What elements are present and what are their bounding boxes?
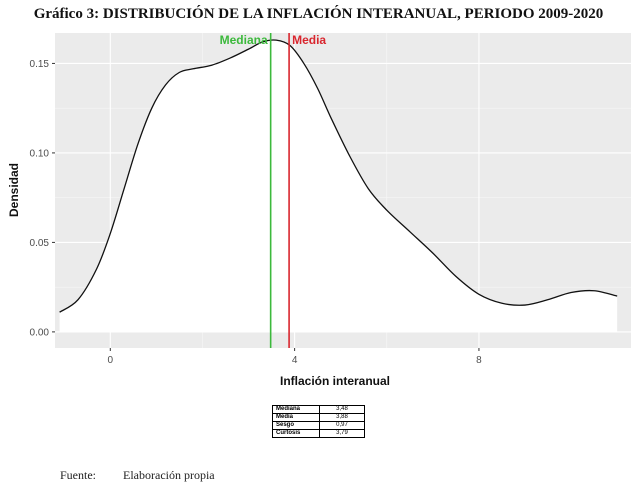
reference-lines: Mediana Media	[220, 33, 326, 348]
stats-row: Mediana 3,48	[272, 405, 365, 414]
stats-row: Curtosis 3,79	[272, 429, 365, 438]
stats-table: Mediana 3,48 Media 3,88 Sesgo 0,97 Curtosis 3,7…	[272, 405, 365, 438]
y-axis-ticks: 0.00 0.05 0.10 0.15	[30, 59, 55, 338]
stats-label: Mediana	[272, 405, 320, 414]
stats-label: Curtosis	[272, 429, 320, 438]
stats-value: 0,97	[319, 421, 365, 430]
y-tick-label: 0.05	[30, 238, 50, 249]
x-tick-label: 8	[476, 355, 482, 366]
y-tick-label: 0.10	[30, 148, 50, 159]
chart-title: Gráfico 3: DISTRIBUCIÓN DE LA INFLACIÓN …	[33, 6, 604, 22]
density-curve	[59, 39, 618, 313]
y-tick-label: 0.00	[30, 327, 50, 338]
stats-value: 3,88	[319, 413, 365, 422]
source-label: Fuente:	[60, 468, 96, 482]
density-chart: Mediana Media 0 4 8 0.00 0.05 0.10 0.15 Inflac…	[7, 33, 631, 388]
media-label: Media	[292, 33, 326, 47]
x-tick-label: 4	[292, 355, 298, 366]
stats-row: Media 3,88	[272, 413, 365, 422]
stats-value: 3,48	[319, 405, 365, 414]
y-axis-label: Densidad	[7, 163, 21, 217]
stats-value: 3,79	[319, 429, 365, 438]
x-axis-ticks: 0 4 8	[108, 348, 482, 366]
x-axis-label: Inflación interanual	[280, 374, 390, 388]
source-text: Elaboración propia	[123, 468, 215, 482]
stats-label: Media	[272, 413, 320, 422]
source-note: Fuente: Elaboración propia	[60, 468, 215, 483]
stats-row: Sesgo 0,97	[272, 421, 365, 430]
x-tick-label: 0	[108, 355, 114, 366]
stats-label: Sesgo	[272, 421, 320, 430]
mediana-label: Mediana	[220, 33, 268, 47]
y-tick-label: 0.15	[30, 59, 50, 70]
density-area	[59, 39, 618, 332]
